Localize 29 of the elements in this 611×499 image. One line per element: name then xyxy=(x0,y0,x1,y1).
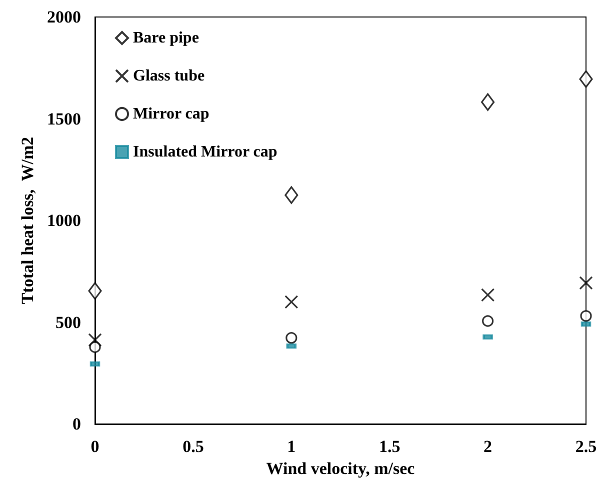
point xyxy=(284,295,298,309)
point xyxy=(482,315,494,327)
y-tick-label: 500 xyxy=(56,312,81,332)
point xyxy=(580,310,592,322)
y-axis-title: Ttotal heat loss, W/m2 xyxy=(18,136,38,304)
x-tick-label: 2 xyxy=(484,437,492,456)
y-tick-label: 1000 xyxy=(47,211,81,230)
x-axis-title: Wind velocity, m/sec xyxy=(266,458,416,478)
x-tick-label: 0.5 xyxy=(182,437,204,456)
x-tick-label: 2.5 xyxy=(575,437,597,456)
y-tick-label: 0 xyxy=(72,414,81,434)
y-tick-label: 1500 xyxy=(47,109,81,128)
point xyxy=(284,186,298,204)
y-tick-label: 2000 xyxy=(47,8,81,26)
legend-label: Bare pipe xyxy=(133,30,199,46)
point xyxy=(88,333,102,347)
point xyxy=(286,332,298,344)
point xyxy=(89,341,101,353)
point xyxy=(481,288,495,302)
x-tick-label: 1.5 xyxy=(378,437,400,456)
legend-label: Insulated Mirror cap xyxy=(133,144,278,160)
x-tick-label: 1 xyxy=(287,437,296,456)
legend-label: Glass tube xyxy=(133,68,205,84)
point xyxy=(481,93,495,111)
point xyxy=(88,282,102,300)
point xyxy=(579,276,593,290)
point xyxy=(579,70,593,88)
legend-label: Mirror cap xyxy=(133,106,210,122)
x-tick-label: 0 xyxy=(90,437,100,456)
